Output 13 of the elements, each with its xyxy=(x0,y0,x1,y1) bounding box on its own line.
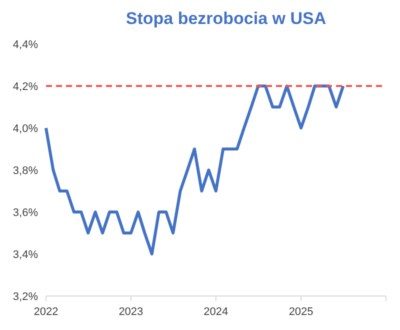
chart-title: Stopa bezrobocia w USA xyxy=(126,9,326,28)
x-tick-label: 2025 xyxy=(288,306,314,318)
x-tick-label: 2023 xyxy=(118,306,144,318)
y-tick-label: 4,0% xyxy=(12,123,38,135)
x-tick-label: 2022 xyxy=(34,306,58,318)
y-tick-label: 3,6% xyxy=(12,207,38,219)
y-tick-label: 4,4% xyxy=(12,39,38,51)
x-tick-label: 2024 xyxy=(204,306,228,318)
line-series xyxy=(44,84,345,256)
y-tick-label: 3,4% xyxy=(12,249,38,261)
y-tick-label: 3,2% xyxy=(12,291,38,303)
y-tick-label: 4,2% xyxy=(12,81,38,93)
y-tick-label: 3,8% xyxy=(12,165,38,177)
